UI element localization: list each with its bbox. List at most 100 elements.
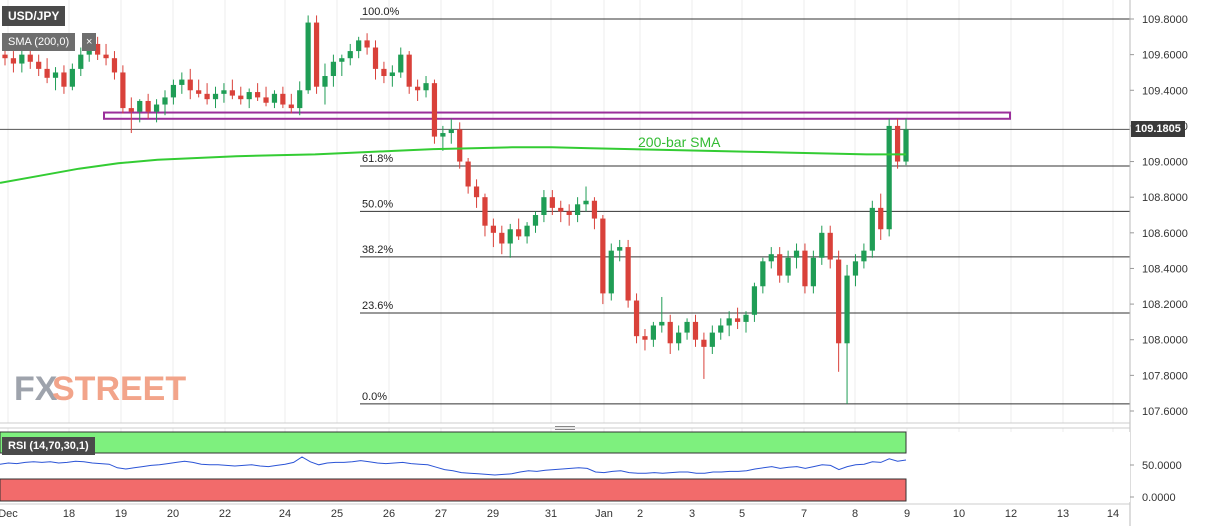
candle <box>19 49 25 73</box>
candle-body <box>356 40 362 52</box>
candle <box>701 332 707 379</box>
sma-close-button[interactable]: × <box>82 33 97 51</box>
candle <box>356 36 362 59</box>
candle-body <box>600 218 606 294</box>
candle <box>423 76 429 98</box>
time-axis: Dec 18 19 20 22 24 25 26 27 29 31 Jan 2 3 5 7 8 9 10 12 13 14 <box>0 508 1119 520</box>
candle-body <box>642 336 648 340</box>
candle <box>676 325 682 351</box>
candle-body <box>558 207 564 212</box>
sma-annotation: 200-bar SMA <box>638 134 721 150</box>
candle <box>128 97 134 134</box>
candle-body <box>718 325 724 333</box>
candle-body <box>170 84 177 98</box>
candle-body <box>793 250 800 258</box>
candle-body <box>903 129 909 162</box>
candle-body <box>591 200 598 219</box>
rsi-line <box>0 456 907 476</box>
fibonacci-level-label: 0.0% <box>362 391 387 403</box>
candle-body <box>701 339 707 347</box>
candle <box>777 247 783 283</box>
candle-body <box>2 54 8 59</box>
candle <box>103 43 109 66</box>
candle-body <box>650 325 656 340</box>
candle <box>617 239 623 262</box>
price-tick-label: 108.4000 <box>1142 263 1188 275</box>
sma-indicator-tag[interactable]: SMA (200,0) <box>2 33 76 51</box>
time-tick-label: 29 <box>487 508 499 520</box>
candle-body <box>659 321 665 326</box>
candle <box>659 296 665 333</box>
candle-body <box>499 232 505 244</box>
symbol-tag[interactable]: USD/JPY <box>2 6 66 26</box>
current-price-badge: 109.1805 <box>1131 121 1185 137</box>
candle <box>819 225 825 265</box>
candle-body <box>389 72 395 77</box>
price-tick-label: 108.2000 <box>1142 299 1188 311</box>
watermark-fx: FX <box>14 370 58 408</box>
candle-body <box>751 286 758 315</box>
candle-body <box>532 215 539 226</box>
rsi-tick-label: 50.0000 <box>1142 460 1182 472</box>
candle-body <box>10 58 17 64</box>
time-tick-label: 13 <box>1057 508 1069 520</box>
rsi-indicator-tag[interactable]: RSI (14,70,30,1) <box>2 437 95 455</box>
candle <box>768 247 774 269</box>
candle <box>878 193 884 240</box>
candle <box>170 79 177 105</box>
candle-body <box>120 72 126 109</box>
candle <box>785 250 791 283</box>
candle <box>221 83 227 103</box>
candle-body <box>667 321 673 344</box>
candle-body <box>111 58 118 73</box>
candle-body <box>574 204 581 215</box>
rsi-panel: 50.0000 0.0000 <box>0 427 1182 505</box>
time-tick-label: 31 <box>545 508 557 520</box>
resistance-zone-box <box>103 111 1011 120</box>
time-tick-label: 2 <box>637 508 643 520</box>
candle-body <box>760 261 766 287</box>
symbol-label: USD/JPY <box>8 9 60 23</box>
candle <box>457 122 463 169</box>
candle-body <box>878 207 884 230</box>
candle-body <box>187 79 193 91</box>
time-tick-label: Jan <box>595 508 613 520</box>
candle-body <box>768 254 774 262</box>
candle <box>36 54 42 77</box>
candle <box>844 264 850 404</box>
candle <box>532 211 539 233</box>
candle-body <box>457 129 463 162</box>
candle <box>212 86 219 109</box>
candle <box>431 79 438 144</box>
panel-resize-handle[interactable] <box>555 426 575 430</box>
candle-body <box>886 125 892 230</box>
candle <box>574 197 581 223</box>
rsi-indicator-label: RSI (14,70,30,1) <box>8 440 89 452</box>
candle <box>69 63 75 91</box>
candle-body <box>608 250 614 294</box>
candle <box>381 61 387 84</box>
candle-body <box>137 100 143 112</box>
candle <box>516 218 522 240</box>
fibonacci-level-label: 61.8% <box>362 153 393 165</box>
time-tick-label: 14 <box>1107 508 1119 520</box>
candle-body <box>52 72 59 78</box>
candle-body <box>44 68 50 78</box>
candle <box>793 243 800 269</box>
candle <box>667 314 673 354</box>
candle-body <box>516 229 522 237</box>
candle <box>490 218 497 248</box>
candle <box>903 118 909 166</box>
candle-body <box>785 257 791 276</box>
candle-body <box>271 93 278 103</box>
candle <box>810 250 816 294</box>
candle <box>440 125 446 151</box>
time-tick-label: 26 <box>383 508 395 520</box>
candle <box>162 90 168 116</box>
candle-body <box>153 104 160 112</box>
candle <box>137 99 143 123</box>
current-price-value: 109.1805 <box>1135 123 1181 135</box>
candle-body <box>36 61 42 69</box>
candle-body <box>406 54 412 87</box>
